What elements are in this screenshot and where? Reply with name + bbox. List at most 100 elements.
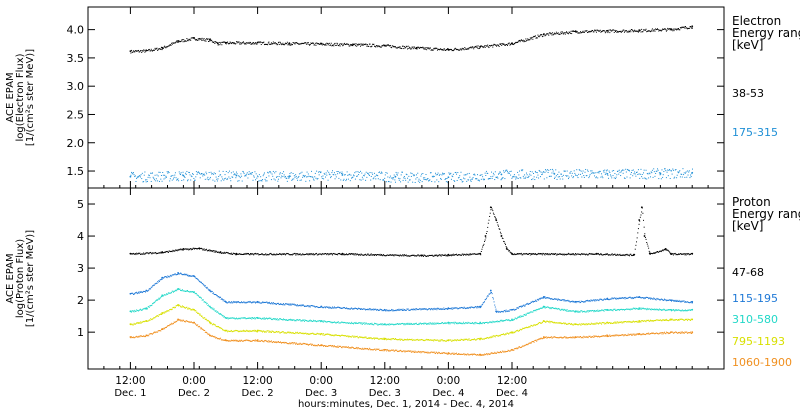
data-point bbox=[272, 253, 274, 255]
data-point bbox=[498, 172, 500, 174]
data-point bbox=[186, 306, 188, 308]
data-point bbox=[648, 177, 650, 179]
data-point bbox=[589, 253, 591, 255]
data-point bbox=[683, 309, 685, 311]
data-point bbox=[267, 172, 269, 174]
data-point bbox=[596, 299, 598, 301]
data-point bbox=[685, 254, 687, 256]
data-point bbox=[411, 323, 413, 325]
data-point bbox=[638, 308, 640, 310]
data-point bbox=[155, 178, 157, 180]
data-point bbox=[538, 299, 540, 301]
data-point bbox=[425, 308, 427, 310]
data-point bbox=[562, 309, 564, 311]
data-point bbox=[351, 45, 353, 47]
data-point bbox=[516, 177, 518, 179]
data-point bbox=[353, 174, 354, 176]
data-point bbox=[384, 323, 386, 325]
data-point bbox=[359, 179, 361, 181]
data-point bbox=[597, 252, 599, 254]
data-point bbox=[629, 253, 631, 255]
data-point bbox=[247, 42, 249, 44]
data-point bbox=[381, 172, 383, 174]
data-point bbox=[552, 307, 554, 309]
data-point bbox=[560, 309, 562, 311]
data-point bbox=[214, 310, 216, 312]
data-point bbox=[200, 315, 202, 317]
data-point bbox=[344, 307, 346, 309]
data-point bbox=[632, 308, 634, 310]
data-point bbox=[484, 239, 486, 241]
data-point bbox=[266, 43, 268, 45]
data-point bbox=[564, 170, 566, 172]
data-point bbox=[490, 322, 492, 324]
data-point bbox=[496, 222, 498, 224]
data-point bbox=[603, 298, 605, 300]
data-point bbox=[355, 307, 357, 309]
data-point bbox=[588, 252, 590, 254]
data-point bbox=[202, 299, 204, 301]
data-point bbox=[183, 179, 185, 181]
data-point bbox=[447, 322, 449, 324]
data-point bbox=[232, 330, 234, 332]
data-point bbox=[325, 333, 327, 335]
data-point bbox=[248, 331, 250, 333]
data-point bbox=[616, 297, 618, 299]
data-point bbox=[240, 253, 242, 255]
data-point bbox=[160, 178, 162, 180]
data-point bbox=[395, 310, 397, 312]
data-point bbox=[651, 298, 653, 300]
data-point bbox=[335, 253, 337, 255]
data-point bbox=[232, 252, 234, 254]
data-point bbox=[315, 306, 317, 308]
data-point bbox=[684, 254, 686, 256]
data-point bbox=[459, 307, 461, 309]
data-point bbox=[267, 42, 269, 44]
data-point bbox=[468, 254, 470, 256]
data-point bbox=[265, 176, 267, 178]
data-point bbox=[354, 172, 356, 174]
data-point bbox=[477, 305, 479, 307]
data-point bbox=[248, 301, 250, 303]
data-point bbox=[317, 254, 319, 256]
data-point bbox=[187, 248, 189, 250]
data-point bbox=[410, 48, 412, 50]
data-point bbox=[196, 248, 198, 250]
data-point bbox=[620, 31, 622, 33]
data-point bbox=[417, 172, 419, 174]
data-point bbox=[235, 177, 237, 179]
data-point bbox=[420, 47, 422, 49]
data-point bbox=[515, 317, 517, 319]
data-point bbox=[320, 320, 322, 322]
data-point bbox=[587, 299, 589, 301]
data-point bbox=[202, 175, 204, 177]
data-point bbox=[169, 309, 171, 311]
data-point bbox=[399, 178, 401, 180]
data-point bbox=[691, 27, 693, 29]
data-point bbox=[373, 338, 375, 340]
data-point bbox=[242, 330, 244, 332]
data-point bbox=[583, 176, 585, 178]
data-point bbox=[146, 290, 148, 292]
data-point bbox=[622, 30, 624, 32]
data-point bbox=[146, 252, 148, 254]
data-point bbox=[314, 333, 316, 335]
data-point bbox=[373, 45, 375, 47]
data-point bbox=[487, 222, 489, 224]
data-point bbox=[133, 174, 135, 176]
data-point bbox=[361, 336, 363, 338]
data-point bbox=[482, 322, 484, 324]
data-point bbox=[385, 310, 387, 312]
data-point bbox=[571, 33, 573, 35]
data-point bbox=[483, 179, 485, 181]
data-point bbox=[209, 40, 211, 42]
data-point bbox=[420, 255, 422, 257]
data-point bbox=[640, 31, 642, 33]
data-point bbox=[627, 308, 629, 310]
data-point bbox=[325, 321, 327, 323]
data-point bbox=[239, 177, 241, 179]
data-point bbox=[143, 49, 145, 51]
data-point bbox=[600, 31, 602, 33]
data-point bbox=[169, 44, 171, 46]
data-point bbox=[363, 322, 365, 324]
